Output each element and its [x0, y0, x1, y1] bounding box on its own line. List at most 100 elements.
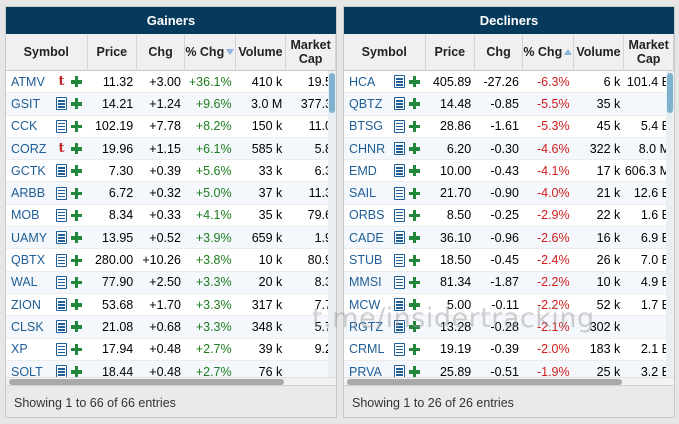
- add-to-watchlist-icon[interactable]: [70, 165, 82, 177]
- add-to-watchlist-icon[interactable]: [70, 299, 82, 311]
- symbol-link[interactable]: CADE: [349, 230, 384, 245]
- document-icon[interactable]: [393, 208, 405, 222]
- document-icon[interactable]: [393, 365, 405, 377]
- gainers-header-symbol[interactable]: Symbol: [6, 34, 88, 70]
- add-to-watchlist-icon[interactable]: [408, 209, 420, 221]
- gainers-header-price[interactable]: Price: [88, 34, 138, 70]
- gainers-horizontal-scrollbar[interactable]: [6, 377, 336, 385]
- add-to-watchlist-icon[interactable]: [408, 120, 420, 132]
- symbol-link[interactable]: XP: [11, 342, 28, 357]
- document-icon[interactable]: [55, 365, 67, 377]
- symbol-link[interactable]: GCTK: [11, 163, 46, 178]
- document-icon[interactable]: [393, 97, 405, 111]
- symbol-link[interactable]: UAMY: [11, 230, 48, 245]
- document-icon[interactable]: [393, 75, 405, 89]
- decliners-vertical-scrollbar[interactable]: [666, 71, 674, 377]
- symbol-link[interactable]: ATMV: [11, 74, 45, 89]
- gainers-header-volume[interactable]: Volume: [236, 34, 287, 70]
- symbol-link[interactable]: ZION: [11, 297, 41, 312]
- add-to-watchlist-icon[interactable]: [408, 276, 420, 288]
- add-to-watchlist-icon[interactable]: [70, 276, 82, 288]
- add-to-watchlist-icon[interactable]: [408, 254, 420, 266]
- add-to-watchlist-icon[interactable]: [70, 366, 82, 377]
- document-icon[interactable]: [55, 320, 67, 334]
- add-to-watchlist-icon[interactable]: [70, 209, 82, 221]
- symbol-link[interactable]: GSIT: [11, 96, 41, 111]
- document-icon[interactable]: [55, 231, 67, 245]
- add-to-watchlist-icon[interactable]: [408, 343, 420, 355]
- decliners-header-pct-chg[interactable]: % Chg: [523, 34, 574, 70]
- symbol-link[interactable]: MMSI: [349, 275, 382, 290]
- symbol-link[interactable]: CHNR: [349, 141, 386, 156]
- add-to-watchlist-icon[interactable]: [70, 98, 82, 110]
- document-icon[interactable]: [393, 320, 405, 334]
- gainers-vertical-scroll-thumb[interactable]: [329, 73, 335, 113]
- document-icon[interactable]: [55, 119, 67, 133]
- document-icon[interactable]: [393, 275, 405, 289]
- decliners-vertical-scroll-thumb[interactable]: [667, 73, 673, 113]
- add-to-watchlist-icon[interactable]: [408, 366, 420, 377]
- add-to-watchlist-icon[interactable]: [408, 232, 420, 244]
- decliners-horizontal-scrollbar[interactable]: [344, 377, 674, 385]
- symbol-link[interactable]: EMD: [349, 163, 377, 178]
- symbol-link[interactable]: ARBB: [11, 186, 46, 201]
- t-icon[interactable]: t: [58, 74, 65, 90]
- add-to-watchlist-icon[interactable]: [408, 165, 420, 177]
- symbol-link[interactable]: PRVA: [349, 364, 382, 378]
- symbol-link[interactable]: SAIL: [349, 186, 377, 201]
- add-to-watchlist-icon[interactable]: [70, 232, 82, 244]
- decliners-header-market-cap[interactable]: Market Cap: [624, 34, 674, 70]
- symbol-link[interactable]: CLSK: [11, 319, 44, 334]
- decliners-header-chg[interactable]: Chg: [475, 34, 523, 70]
- symbol-link[interactable]: SOLT: [11, 364, 43, 378]
- add-to-watchlist-icon[interactable]: [70, 321, 82, 333]
- symbol-link[interactable]: CORZ: [11, 141, 47, 156]
- gainers-header-chg[interactable]: Chg: [137, 34, 185, 70]
- document-icon[interactable]: [55, 164, 67, 178]
- document-icon[interactable]: [55, 97, 67, 111]
- symbol-link[interactable]: BTSG: [349, 119, 384, 134]
- decliners-horizontal-scroll-thumb[interactable]: [347, 379, 622, 385]
- symbol-link[interactable]: MOB: [11, 208, 40, 223]
- document-icon[interactable]: [393, 119, 405, 133]
- decliners-header-price[interactable]: Price: [426, 34, 476, 70]
- add-to-watchlist-icon[interactable]: [408, 76, 420, 88]
- t-icon[interactable]: t: [58, 141, 65, 157]
- document-icon[interactable]: [55, 208, 67, 222]
- symbol-link[interactable]: CRML: [349, 342, 385, 357]
- document-icon[interactable]: [55, 342, 67, 356]
- document-icon[interactable]: [55, 298, 67, 312]
- document-icon[interactable]: [393, 342, 405, 356]
- document-icon[interactable]: [55, 253, 67, 267]
- add-to-watchlist-icon[interactable]: [70, 143, 82, 155]
- document-icon[interactable]: [55, 186, 67, 200]
- add-to-watchlist-icon[interactable]: [408, 98, 420, 110]
- document-icon[interactable]: [55, 275, 67, 289]
- add-to-watchlist-icon[interactable]: [408, 321, 420, 333]
- gainers-horizontal-scroll-thumb[interactable]: [9, 379, 284, 385]
- add-to-watchlist-icon[interactable]: [70, 120, 82, 132]
- gainers-vertical-scrollbar[interactable]: [328, 71, 336, 377]
- gainers-header-market-cap[interactable]: Market Cap: [286, 34, 336, 70]
- symbol-link[interactable]: WAL: [11, 275, 38, 290]
- symbol-link[interactable]: HCA: [349, 74, 376, 89]
- add-to-watchlist-icon[interactable]: [408, 143, 420, 155]
- document-icon[interactable]: [393, 164, 405, 178]
- document-icon[interactable]: [393, 253, 405, 267]
- decliners-header-symbol[interactable]: Symbol: [344, 34, 426, 70]
- document-icon[interactable]: [393, 186, 405, 200]
- add-to-watchlist-icon[interactable]: [70, 76, 82, 88]
- symbol-link[interactable]: QBTZ: [349, 96, 383, 111]
- gainers-header-pct-chg[interactable]: % Chg: [185, 34, 236, 70]
- add-to-watchlist-icon[interactable]: [408, 187, 420, 199]
- document-icon[interactable]: [393, 231, 405, 245]
- symbol-link[interactable]: QBTX: [11, 253, 46, 268]
- symbol-link[interactable]: ORBS: [349, 208, 385, 223]
- document-icon[interactable]: [393, 142, 405, 156]
- symbol-link[interactable]: STUB: [349, 253, 383, 268]
- add-to-watchlist-icon[interactable]: [70, 187, 82, 199]
- symbol-link[interactable]: RGTZ: [349, 319, 384, 334]
- document-icon[interactable]: [393, 298, 405, 312]
- decliners-header-volume[interactable]: Volume: [574, 34, 625, 70]
- add-to-watchlist-icon[interactable]: [70, 254, 82, 266]
